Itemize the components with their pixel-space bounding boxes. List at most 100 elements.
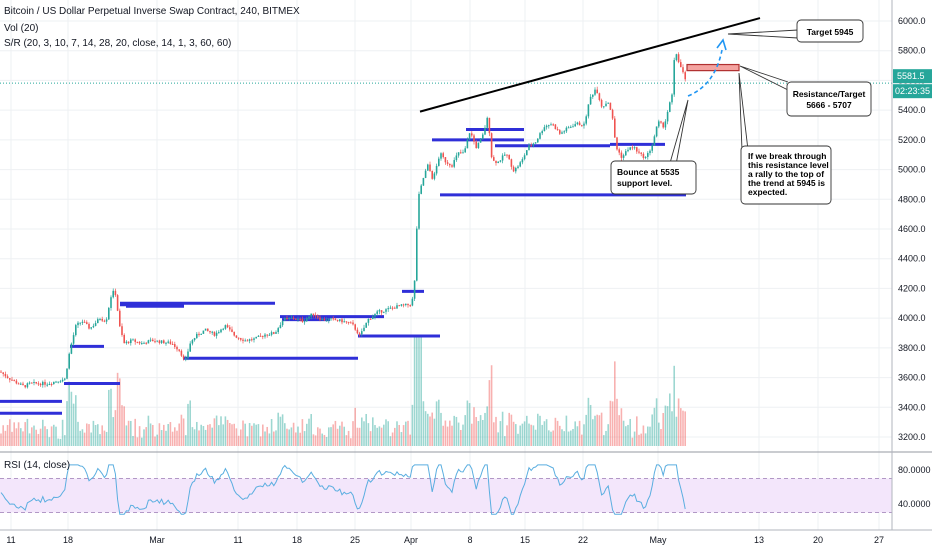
break-callout: If we break through this resistance leve… [740, 145, 832, 205]
price-tick-label: 6000.0 [898, 16, 926, 26]
candle-body [328, 318, 330, 321]
volume-bar [303, 431, 306, 446]
volume-bar [200, 424, 202, 446]
volume-bar [112, 417, 114, 446]
volume-bar [22, 431, 24, 446]
volume-bar [611, 401, 614, 446]
volume-bar [160, 430, 163, 446]
volume-bar [99, 434, 101, 446]
volume-bar [677, 398, 680, 446]
candle-body [640, 152, 642, 154]
volume-bar [317, 427, 319, 446]
candle-body [554, 124, 557, 130]
volume-bar [270, 419, 273, 446]
volume-bar [202, 426, 205, 446]
volume-bar [189, 400, 191, 446]
volume-bar [101, 425, 103, 446]
candle-body [541, 131, 543, 134]
volume-bar [521, 423, 524, 446]
volume-bar [499, 421, 502, 446]
candle-body [158, 340, 161, 343]
rsi-indicator-label[interactable]: RSI (14, close) [4, 460, 70, 471]
volume-bar [409, 434, 411, 446]
candle-body [380, 310, 383, 313]
candle-body [495, 160, 497, 164]
time-axis[interactable]: 11 18 Mar 11 18 25 Apr 8 15 22 May 13 20 27 [6, 535, 884, 545]
candle-body [275, 332, 277, 334]
candle-body [255, 336, 257, 339]
volume-bar [42, 419, 44, 446]
volume-bar [59, 438, 62, 446]
volume-bar [669, 393, 671, 446]
candle-body [204, 328, 207, 331]
volume-bar [435, 401, 438, 446]
volume-bar [141, 437, 143, 446]
sr-indicator-label[interactable]: S/R (20, 3, 10, 7, 14, 28, 20, close, 14… [4, 38, 231, 49]
volume-bar [108, 389, 110, 446]
candle-body [614, 118, 616, 138]
time-tick-label: 18 [63, 535, 73, 545]
volume-bar [407, 420, 409, 446]
candle-body [611, 109, 614, 119]
volume-bar [649, 426, 651, 446]
volume-bar [147, 415, 150, 446]
volume-bar [589, 404, 592, 446]
candle-body [385, 309, 387, 312]
candle-body [576, 122, 579, 125]
volume-bar [17, 422, 20, 446]
candle-body [464, 148, 466, 153]
price-tick-label: 4600.0 [898, 224, 926, 234]
candle-body [68, 353, 70, 369]
candle-body [407, 303, 409, 306]
volume-bar [614, 361, 616, 446]
candle-body [88, 323, 90, 329]
candle-body [589, 96, 592, 105]
candle-body [2, 372, 4, 374]
candle-body [636, 147, 638, 152]
candle-body [394, 307, 396, 309]
volume-bar [523, 421, 526, 446]
candle-body [592, 94, 594, 97]
candle-body [530, 145, 532, 147]
candle-body [138, 341, 141, 344]
candle-body [449, 163, 451, 166]
candle-body [308, 316, 310, 319]
candle-body [633, 147, 636, 149]
candle-body [229, 327, 231, 330]
candle-body [97, 319, 99, 324]
price-tick-label: 4400.0 [898, 254, 926, 264]
candle-body [259, 335, 262, 337]
candle-body [506, 154, 508, 156]
volume-bar [213, 418, 216, 446]
volume-bar [281, 414, 284, 446]
volume-bar [257, 424, 260, 446]
volume-bar [429, 416, 431, 446]
rsi-axis[interactable]: 80.0000 40.0000 [898, 465, 931, 509]
volume-bar [50, 426, 53, 446]
volume-bar [88, 424, 90, 446]
volume-bar [473, 407, 475, 446]
volume-bar [345, 435, 348, 446]
candle-body [545, 125, 548, 128]
candle-body [288, 317, 290, 319]
volume-bar [644, 433, 647, 446]
volume-bar [627, 424, 629, 446]
volume-bar [556, 420, 559, 446]
candle-body [125, 341, 128, 344]
candle-body [389, 307, 392, 309]
volume-bar [218, 425, 220, 446]
candle-body [475, 141, 477, 149]
candle-body [136, 341, 139, 343]
candle-body [675, 54, 678, 61]
volume-bar [424, 411, 427, 446]
candle-body [295, 318, 297, 320]
volume-indicator-label[interactable]: Vol (20) [4, 23, 38, 34]
volume-bar [594, 415, 596, 446]
volume-bar [209, 424, 211, 446]
candle-body [504, 154, 506, 156]
candle-body [548, 125, 550, 127]
candle-body [671, 94, 673, 103]
volume-bar [306, 423, 308, 446]
volume-bar [97, 424, 99, 446]
